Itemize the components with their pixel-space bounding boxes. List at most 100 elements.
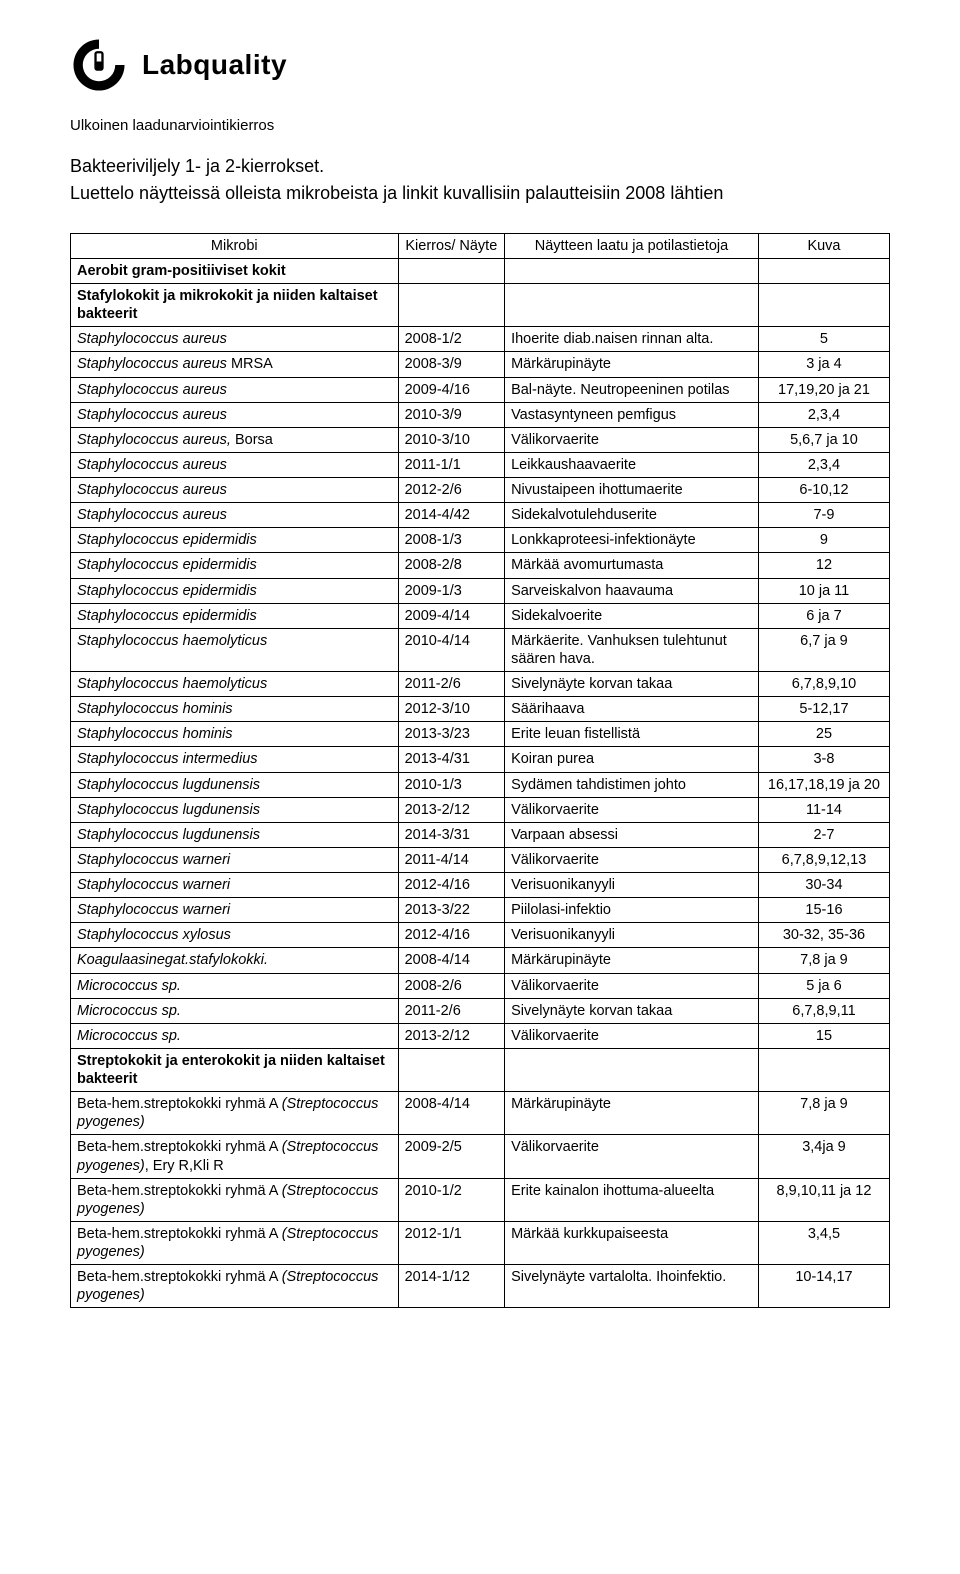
cell-round	[398, 258, 504, 283]
cell-microbe: Staphylococcus haemolyticus	[71, 672, 399, 697]
cell-microbe: Micrococcus sp.	[71, 998, 399, 1023]
cell-microbe: Staphylococcus epidermidis	[71, 603, 399, 628]
cell-round: 2008-3/9	[398, 352, 504, 377]
cell-quality: Sivelynäyte korvan takaa	[505, 672, 759, 697]
page-subtitle: Ulkoinen laadunarviointikierros	[70, 116, 890, 136]
table-row: Staphylococcus lugdunensis2014-3/31Varpa…	[71, 822, 890, 847]
cell-microbe: Micrococcus sp.	[71, 973, 399, 998]
cell-round: 2011-2/6	[398, 672, 504, 697]
table-row: Micrococcus sp.2013-2/12Välikorvaerite15	[71, 1023, 890, 1048]
cell-quality: Välikorvaerite	[505, 973, 759, 998]
cell-quality: Märkärupinäyte	[505, 1092, 759, 1135]
cell-image: 7-9	[758, 503, 889, 528]
cell-image: 7,8 ja 9	[758, 1092, 889, 1135]
cell-image: 15-16	[758, 898, 889, 923]
cell-round: 2013-3/22	[398, 898, 504, 923]
table-row: Staphylococcus aureus2011-1/1Leikkaushaa…	[71, 452, 890, 477]
cell-microbe: Beta-hem.streptokokki ryhmä A (Streptoco…	[71, 1092, 399, 1135]
cell-round: 2012-4/16	[398, 873, 504, 898]
cell-round: 2010-4/14	[398, 628, 504, 671]
cell-quality: Verisuonikanyyli	[505, 873, 759, 898]
cell-round: 2008-2/8	[398, 553, 504, 578]
cell-microbe: Beta-hem.streptokokki ryhmä A (Streptoco…	[71, 1265, 399, 1308]
cell-image: 6,7,8,9,10	[758, 672, 889, 697]
table-row: Staphylococcus haemolyticus2010-4/14Märk…	[71, 628, 890, 671]
cell-round: 2008-4/14	[398, 948, 504, 973]
cell-microbe: Staphylococcus hominis	[71, 697, 399, 722]
cell-image: 25	[758, 722, 889, 747]
cell-round: 2013-2/12	[398, 797, 504, 822]
cell-quality: Erite leuan fistellistä	[505, 722, 759, 747]
col-header-round: Kierros/ Näyte	[398, 233, 504, 258]
cell-quality: Ihoerite diab.naisen rinnan alta.	[505, 327, 759, 352]
cell-round: 2010-3/9	[398, 402, 504, 427]
cell-quality: Märkäerite. Vanhuksen tulehtunut säären …	[505, 628, 759, 671]
cell-quality: Sydämen tahdistimen johto	[505, 772, 759, 797]
table-row: Staphylococcus epidermidis2008-2/8Märkää…	[71, 553, 890, 578]
cell-image: 5	[758, 327, 889, 352]
cell-image: 11-14	[758, 797, 889, 822]
cell-quality: Bal-näyte. Neutropeeninen potilas	[505, 377, 759, 402]
cell-image: 6,7 ja 9	[758, 628, 889, 671]
cell-round: 2011-2/6	[398, 998, 504, 1023]
cell-image	[758, 284, 889, 327]
cell-microbe: Staphylococcus haemolyticus	[71, 628, 399, 671]
cell-round: 2009-2/5	[398, 1135, 504, 1178]
cell-image: 10-14,17	[758, 1265, 889, 1308]
cell-image: 5 ja 6	[758, 973, 889, 998]
cell-round: 2013-4/31	[398, 747, 504, 772]
cell-image	[758, 258, 889, 283]
table-row: Staphylococcus epidermidis2009-1/3Sarvei…	[71, 578, 890, 603]
cell-microbe: Beta-hem.streptokokki ryhmä A (Streptoco…	[71, 1135, 399, 1178]
cell-round: 2010-3/10	[398, 427, 504, 452]
table-row: Staphylococcus lugdunensis2013-2/12Välik…	[71, 797, 890, 822]
cell-microbe: Staphylococcus epidermidis	[71, 528, 399, 553]
cell-image: 7,8 ja 9	[758, 948, 889, 973]
table-row: Staphylococcus epidermidis2008-1/3Lonkka…	[71, 528, 890, 553]
table-row: Staphylococcus aureus2009-4/16Bal-näyte.…	[71, 377, 890, 402]
cell-round: 2008-4/14	[398, 1092, 504, 1135]
cell-round: 2013-3/23	[398, 722, 504, 747]
cell-quality: Sivelynäyte vartalolta. Ihoinfektio.	[505, 1265, 759, 1308]
cell-microbe: Staphylococcus warneri	[71, 898, 399, 923]
cell-microbe: Staphylococcus lugdunensis	[71, 822, 399, 847]
cell-microbe: Staphylococcus aureus	[71, 327, 399, 352]
table-row: Staphylococcus lugdunensis2010-1/3Sydäme…	[71, 772, 890, 797]
cell-round: 2014-4/42	[398, 503, 504, 528]
cell-image: 15	[758, 1023, 889, 1048]
cell-image: 5,6,7 ja 10	[758, 427, 889, 452]
cell-quality: Erite kainalon ihottuma-alueelta	[505, 1178, 759, 1221]
table-row: Beta-hem.streptokokki ryhmä A (Streptoco…	[71, 1092, 890, 1135]
brand-row: Labquality	[70, 36, 890, 94]
cell-round: 2010-1/3	[398, 772, 504, 797]
table-row: Koagulaasinegat.stafylokokki.2008-4/14Mä…	[71, 948, 890, 973]
cell-quality: Säärihaava	[505, 697, 759, 722]
col-header-quality: Näytteen laatu ja potilastietoja	[505, 233, 759, 258]
table-row: Beta-hem.streptokokki ryhmä A (Streptoco…	[71, 1178, 890, 1221]
cell-round	[398, 1048, 504, 1091]
cell-image	[758, 1048, 889, 1091]
cell-image: 9	[758, 528, 889, 553]
table-row: Staphylococcus intermedius2013-4/31Koira…	[71, 747, 890, 772]
cell-quality: Välikorvaerite	[505, 1023, 759, 1048]
cell-image: 3 ja 4	[758, 352, 889, 377]
table-row: Staphylococcus xylosus2012-4/16Verisuoni…	[71, 923, 890, 948]
table-header-row: Mikrobi Kierros/ Näyte Näytteen laatu ja…	[71, 233, 890, 258]
cell-round: 2012-3/10	[398, 697, 504, 722]
cell-quality: Märkärupinäyte	[505, 948, 759, 973]
col-header-image: Kuva	[758, 233, 889, 258]
cell-microbe: Staphylococcus intermedius	[71, 747, 399, 772]
cell-quality: Sidekalvotulehduserite	[505, 503, 759, 528]
cell-quality	[505, 284, 759, 327]
table-row: Micrococcus sp.2011-2/6Sivelynäyte korva…	[71, 998, 890, 1023]
cell-image: 12	[758, 553, 889, 578]
cell-quality: Välikorvaerite	[505, 847, 759, 872]
cell-round: 2012-4/16	[398, 923, 504, 948]
cell-microbe: Staphylococcus aureus, Borsa	[71, 427, 399, 452]
table-row: Micrococcus sp.2008-2/6Välikorvaerite5 j…	[71, 973, 890, 998]
cell-image: 3-8	[758, 747, 889, 772]
cell-quality: Välikorvaerite	[505, 797, 759, 822]
cell-quality: Välikorvaerite	[505, 427, 759, 452]
table-row: Staphylococcus haemolyticus2011-2/6Sivel…	[71, 672, 890, 697]
cell-microbe: Koagulaasinegat.stafylokokki.	[71, 948, 399, 973]
